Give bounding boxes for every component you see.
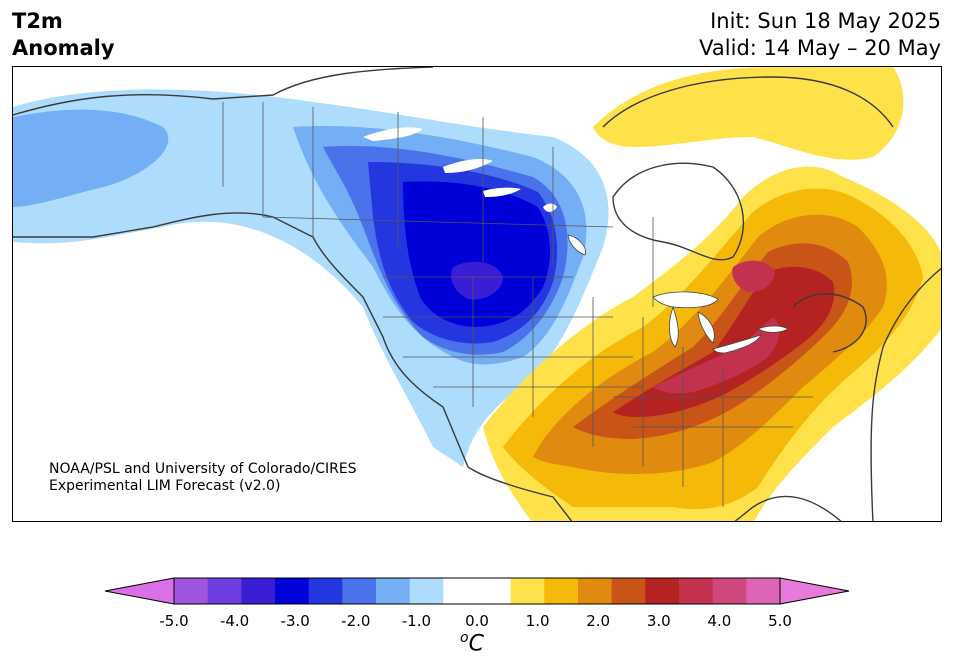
colorbar-tick-label: 2.0 xyxy=(586,612,611,630)
map-title: T2m Anomaly xyxy=(12,8,115,62)
colorbar-segment xyxy=(207,578,242,604)
colorbar-tick-label: 3.0 xyxy=(646,612,671,630)
title-line1: T2m xyxy=(12,9,63,33)
colorbar-tick-label: -2.0 xyxy=(341,612,371,630)
colorbar-segment xyxy=(342,578,377,604)
colorbar-segment xyxy=(578,578,613,604)
northern-lakes xyxy=(363,127,557,212)
cold-anomaly xyxy=(13,89,609,467)
colorbar-tick-label: 0.0 xyxy=(465,612,489,630)
colorbar-segment xyxy=(409,578,444,604)
lakes xyxy=(567,234,789,354)
credit-line1: NOAA/PSL and University of Colorado/CIRE… xyxy=(49,461,357,477)
colorbar-segment xyxy=(544,578,579,604)
colorbar-segment xyxy=(679,578,714,604)
colorbar-tick-label: -1.0 xyxy=(401,612,432,630)
colorbar-segment xyxy=(308,578,343,604)
colorbar-segment xyxy=(174,578,209,604)
credit-line2: Experimental LIM Forecast (v2.0) xyxy=(49,478,281,494)
credit-text: NOAA/PSL and University of Colorado/CIRE… xyxy=(49,461,357,495)
colorbar-segment xyxy=(712,578,747,604)
date-info: Init: Sun 18 May 2025 Valid: 14 May – 20… xyxy=(699,8,941,62)
colorbar-segment xyxy=(477,578,512,604)
colorbar-segment xyxy=(746,578,781,604)
colorbar-tick-label: -5.0 xyxy=(159,612,189,630)
colorbar-segment xyxy=(611,578,646,604)
anomaly-map xyxy=(13,67,941,521)
valid-date: Valid: 14 May – 20 May xyxy=(699,36,941,60)
colorbar-tick-label: -4.0 xyxy=(219,612,250,630)
political-borders xyxy=(222,102,813,507)
colorbar-segment xyxy=(645,578,680,604)
colorbar-frame xyxy=(173,577,781,605)
colorbar-over-triangle xyxy=(779,577,850,605)
colorbar-segment xyxy=(376,578,411,604)
colorbar-tick-label: 4.0 xyxy=(707,612,732,630)
colorbar-tick-label: 1.0 xyxy=(525,612,550,630)
colorbar-segment xyxy=(510,578,545,604)
colorbar-tick-label: 5.0 xyxy=(768,612,792,630)
init-date: Init: Sun 18 May 2025 xyxy=(710,9,941,33)
map-panel xyxy=(12,66,942,522)
colorbar-segment xyxy=(241,578,276,604)
colorbar-segment xyxy=(275,578,310,604)
colorbar-tick-label: -3.0 xyxy=(280,612,310,630)
units-letter: C xyxy=(468,631,484,657)
coastlines xyxy=(13,67,941,521)
colorbar-under-triangle xyxy=(104,577,175,605)
title-line2: Anomaly xyxy=(12,36,115,60)
units-label: oC xyxy=(460,630,484,656)
units-degree: o xyxy=(460,630,469,646)
colorbar xyxy=(104,577,850,605)
colorbar-segment xyxy=(443,578,478,604)
